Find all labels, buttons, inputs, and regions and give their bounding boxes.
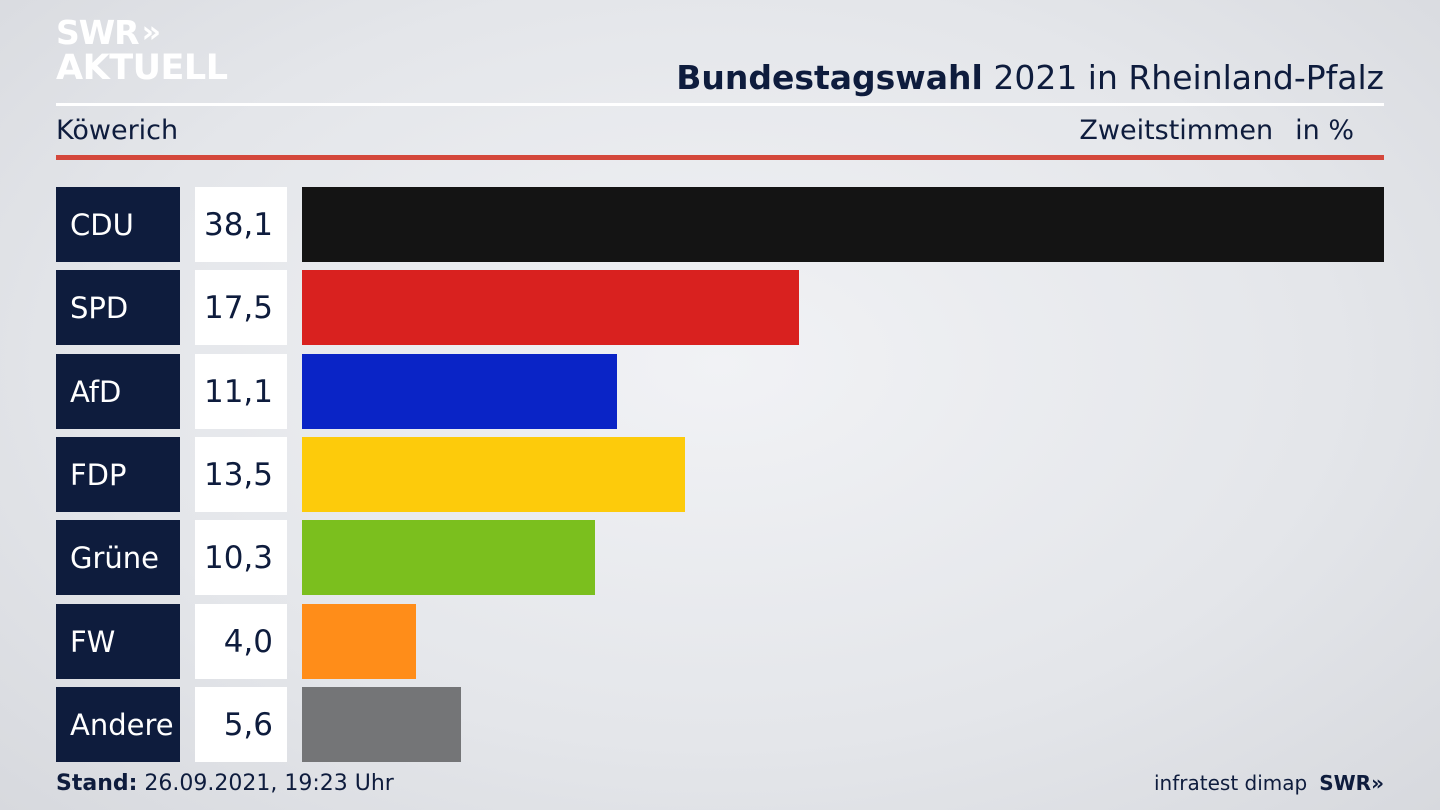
place-name: Köwerich xyxy=(56,115,179,146)
bar-fdp xyxy=(302,437,685,512)
party-label-gr-ne: Grüne xyxy=(56,520,180,595)
value-label-spd: 17,5 xyxy=(195,270,287,345)
party-label-andere: Andere xyxy=(56,687,180,762)
bar-afd xyxy=(302,354,617,429)
bar-spd xyxy=(302,270,799,345)
value-label-fw: 4,0 xyxy=(195,604,287,679)
value-label-cdu: 38,1 xyxy=(195,187,287,262)
stand-label: Stand: xyxy=(56,771,138,796)
unit-text: in % xyxy=(1295,115,1354,146)
bar-andere xyxy=(302,687,461,762)
party-label-fw: FW xyxy=(56,604,180,679)
bar-gr-ne xyxy=(302,520,595,595)
party-label-afd: AfD xyxy=(56,354,180,429)
measure-label: Zweitstimmen in % xyxy=(1079,115,1354,146)
value-label-afd: 11,1 xyxy=(195,354,287,429)
timestamp: Stand: 26.09.2021, 19:23 Uhr xyxy=(56,771,394,796)
bar-cdu xyxy=(302,187,1384,262)
source-text: infratest dimap xyxy=(1154,771,1308,795)
party-label-fdp: FDP xyxy=(56,437,180,512)
bar-fw xyxy=(302,604,416,679)
measure-text: Zweitstimmen xyxy=(1079,115,1274,146)
party-label-spd: SPD xyxy=(56,270,180,345)
accent-divider xyxy=(56,155,1384,160)
stand-value: 26.09.2021, 19:23 Uhr xyxy=(137,771,394,796)
source-credit: infratest dimap SWR» xyxy=(1154,771,1384,795)
logo-aktuell-text: AKTUELL xyxy=(56,48,228,88)
value-label-fdp: 13,5 xyxy=(195,437,287,512)
title-bold: Bundestagswahl xyxy=(676,58,983,97)
logo-swr-text: SWR xyxy=(56,13,140,52)
value-label-andere: 5,6 xyxy=(195,687,287,762)
value-label-gr-ne: 10,3 xyxy=(195,520,287,595)
party-label-cdu: CDU xyxy=(56,187,180,262)
page-title: Bundestagswahl 2021 in Rheinland-Pfalz xyxy=(676,58,1384,97)
swr-aktuell-logo: SWR» AKTUELL xyxy=(56,16,228,86)
title-rest: 2021 in Rheinland-Pfalz xyxy=(982,58,1384,97)
header-divider xyxy=(56,103,1384,106)
swr-brand-mark: SWR» xyxy=(1319,771,1384,795)
